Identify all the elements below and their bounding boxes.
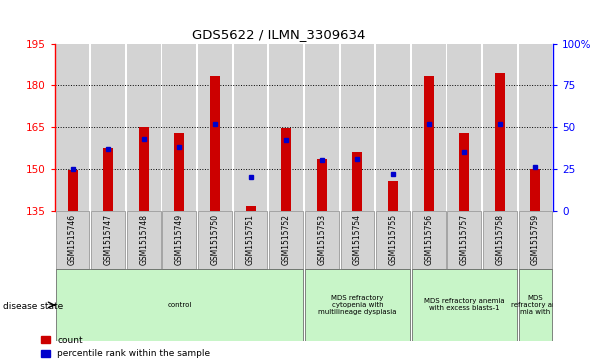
Text: MDS refractory
cytopenia with
multilineage dysplasia: MDS refractory cytopenia with multilinea…	[318, 295, 396, 315]
Bar	[376, 44, 410, 211]
FancyBboxPatch shape	[519, 211, 553, 269]
Bar	[210, 76, 220, 211]
FancyBboxPatch shape	[483, 211, 517, 269]
Bar	[269, 44, 303, 211]
Bar	[495, 73, 505, 211]
Bar	[233, 44, 268, 211]
Bar	[340, 44, 375, 211]
Text: GSM1515753: GSM1515753	[317, 214, 326, 265]
Text: GSM1515748: GSM1515748	[139, 214, 148, 265]
Bar	[531, 169, 541, 211]
Bar	[139, 127, 149, 211]
Text: GSM1515759: GSM1515759	[531, 214, 540, 265]
Bar	[162, 44, 196, 211]
Bar	[246, 206, 255, 211]
Bar	[459, 132, 469, 211]
Bar	[388, 181, 398, 211]
Bar	[317, 159, 326, 211]
Bar	[127, 44, 161, 211]
FancyBboxPatch shape	[305, 269, 410, 341]
Text: GSM1515758: GSM1515758	[496, 214, 505, 265]
FancyBboxPatch shape	[55, 211, 89, 269]
FancyBboxPatch shape	[447, 211, 481, 269]
Bar	[55, 44, 89, 211]
Bar	[447, 44, 481, 211]
FancyBboxPatch shape	[162, 211, 196, 269]
Bar	[412, 44, 446, 211]
Bar	[353, 152, 362, 211]
Title: GDS5622 / ILMN_3309634: GDS5622 / ILMN_3309634	[192, 28, 366, 41]
Text: GSM1515751: GSM1515751	[246, 214, 255, 265]
Bar	[519, 44, 553, 211]
Text: GSM1515747: GSM1515747	[103, 214, 112, 265]
Bar	[282, 129, 291, 211]
Text: GSM1515746: GSM1515746	[68, 214, 77, 265]
Bar	[483, 44, 517, 211]
Text: GSM1515756: GSM1515756	[424, 214, 433, 265]
Text: MDS
refractory ane
mia with: MDS refractory ane mia with	[511, 295, 561, 315]
FancyBboxPatch shape	[412, 269, 517, 341]
Text: GSM1515750: GSM1515750	[210, 214, 219, 265]
FancyBboxPatch shape	[55, 269, 303, 341]
FancyBboxPatch shape	[198, 211, 232, 269]
FancyBboxPatch shape	[412, 211, 446, 269]
FancyBboxPatch shape	[305, 211, 339, 269]
FancyBboxPatch shape	[233, 211, 268, 269]
Text: GSM1515757: GSM1515757	[460, 214, 469, 265]
Legend: count, percentile rank within the sample: count, percentile rank within the sample	[41, 336, 210, 359]
Bar	[198, 44, 232, 211]
FancyBboxPatch shape	[376, 211, 410, 269]
FancyBboxPatch shape	[127, 211, 161, 269]
Bar	[174, 132, 184, 211]
FancyBboxPatch shape	[519, 269, 553, 341]
Bar	[305, 44, 339, 211]
FancyBboxPatch shape	[91, 211, 125, 269]
Text: GSM1515754: GSM1515754	[353, 214, 362, 265]
Bar	[67, 170, 77, 211]
Text: GSM1515755: GSM1515755	[389, 214, 398, 265]
FancyBboxPatch shape	[269, 211, 303, 269]
Bar	[91, 44, 125, 211]
Bar	[424, 76, 434, 211]
FancyBboxPatch shape	[340, 211, 375, 269]
Text: control: control	[167, 302, 192, 308]
Text: GSM1515752: GSM1515752	[282, 214, 291, 265]
Text: GSM1515749: GSM1515749	[175, 214, 184, 265]
Text: disease state: disease state	[3, 302, 63, 311]
Bar	[103, 148, 113, 211]
Text: MDS refractory anemia
with excess blasts-1: MDS refractory anemia with excess blasts…	[424, 298, 505, 311]
